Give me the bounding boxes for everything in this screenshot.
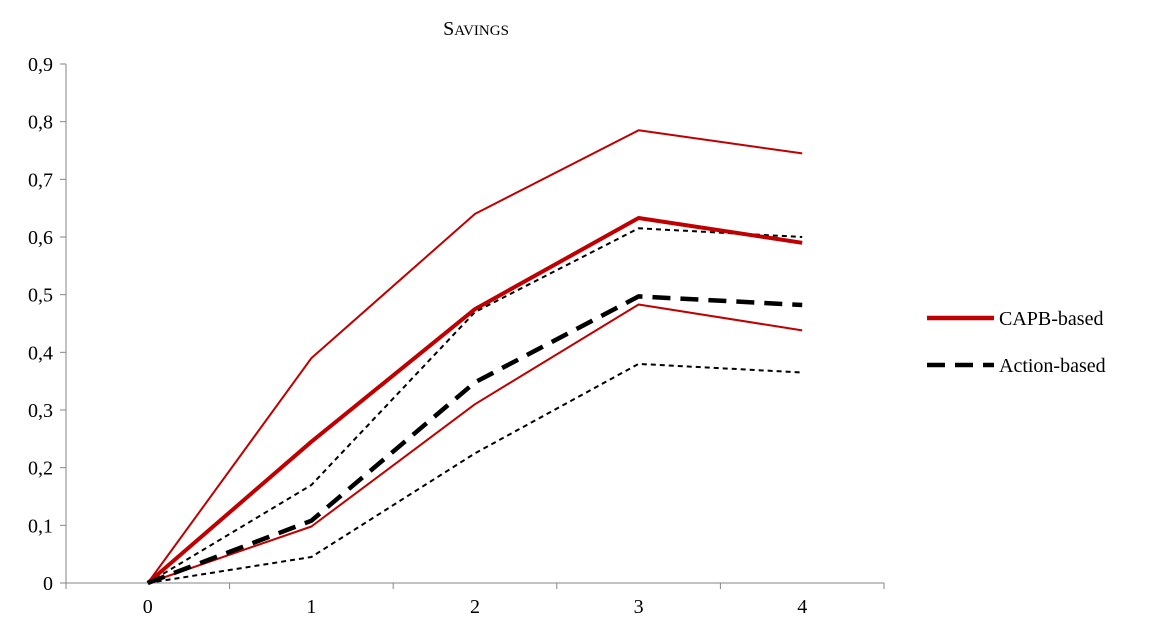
- action-main-line: [146, 294, 803, 586]
- capb-band-line: [147, 303, 803, 584]
- action-band-line: [147, 362, 803, 584]
- y-tick-label: 0,8: [28, 112, 53, 134]
- x-tick-label: 4: [797, 596, 807, 618]
- capb-band-line: [146, 129, 803, 584]
- capb-main-line: [146, 216, 803, 585]
- y-tick-label: 0,3: [28, 400, 53, 422]
- axes: 0 0,1 0,2 0,3 0,4 0,5 0,6 0,7 0,8 0,9 0 1 2 3 4: [28, 54, 885, 618]
- y-tick-label: 0,9: [28, 54, 53, 76]
- x-tick-label: 0: [143, 596, 153, 618]
- y-tick-label: 0: [43, 573, 53, 595]
- y-tick-label: 0,7: [28, 169, 53, 191]
- action-band-line: [147, 227, 803, 584]
- y-tick-label: 0,4: [28, 342, 53, 364]
- y-tick-label: 0,2: [28, 458, 53, 480]
- legend-label: Action-based: [999, 355, 1106, 377]
- chart-title: SAVINGS: [443, 18, 509, 40]
- y-tick-label: 0,6: [28, 227, 53, 249]
- x-tick-label: 3: [634, 596, 644, 618]
- x-tick-label: 2: [470, 596, 480, 618]
- legend: CAPB-based Action-based: [927, 308, 1106, 377]
- series-layer: [146, 129, 803, 586]
- legend-label: CAPB-based: [999, 308, 1103, 330]
- y-tick-label: 0,1: [28, 515, 53, 537]
- y-tick-label: 0,5: [28, 285, 53, 307]
- x-tick-label: 1: [306, 596, 316, 618]
